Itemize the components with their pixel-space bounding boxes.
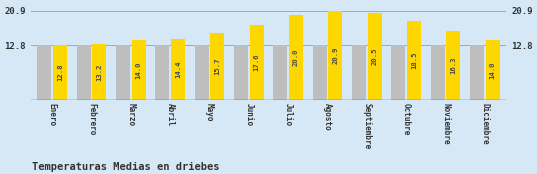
Bar <box>368 13 382 100</box>
Text: 14.0: 14.0 <box>136 61 142 79</box>
Text: 20.0: 20.0 <box>293 49 299 66</box>
Bar <box>446 31 460 100</box>
Bar <box>38 45 51 100</box>
Bar <box>234 45 248 100</box>
Bar <box>352 45 366 100</box>
Bar <box>431 45 445 100</box>
Bar <box>313 45 326 100</box>
Bar <box>155 45 169 100</box>
Bar <box>171 39 185 100</box>
Bar <box>92 44 106 100</box>
Bar <box>329 11 342 100</box>
Text: 15.7: 15.7 <box>214 58 220 75</box>
Text: Temperaturas Medias en driebes: Temperaturas Medias en driebes <box>32 162 220 172</box>
Text: 14.4: 14.4 <box>175 61 181 78</box>
Bar <box>250 25 264 100</box>
Bar <box>391 45 405 100</box>
Text: 16.3: 16.3 <box>451 57 456 74</box>
Text: 12.8: 12.8 <box>57 64 63 81</box>
Text: 20.9: 20.9 <box>332 47 338 64</box>
Bar <box>486 40 499 100</box>
Bar <box>53 45 67 100</box>
Bar <box>116 45 130 100</box>
Bar <box>77 45 91 100</box>
Bar <box>211 33 224 100</box>
Text: 18.5: 18.5 <box>411 52 417 69</box>
Text: 13.2: 13.2 <box>96 63 103 81</box>
Bar <box>289 15 303 100</box>
Text: 14.0: 14.0 <box>490 61 496 79</box>
Bar <box>195 45 208 100</box>
Text: 20.5: 20.5 <box>372 48 378 65</box>
Text: 17.6: 17.6 <box>253 54 260 71</box>
Bar <box>132 40 146 100</box>
Bar <box>273 45 287 100</box>
Bar <box>407 21 421 100</box>
Bar <box>470 45 484 100</box>
